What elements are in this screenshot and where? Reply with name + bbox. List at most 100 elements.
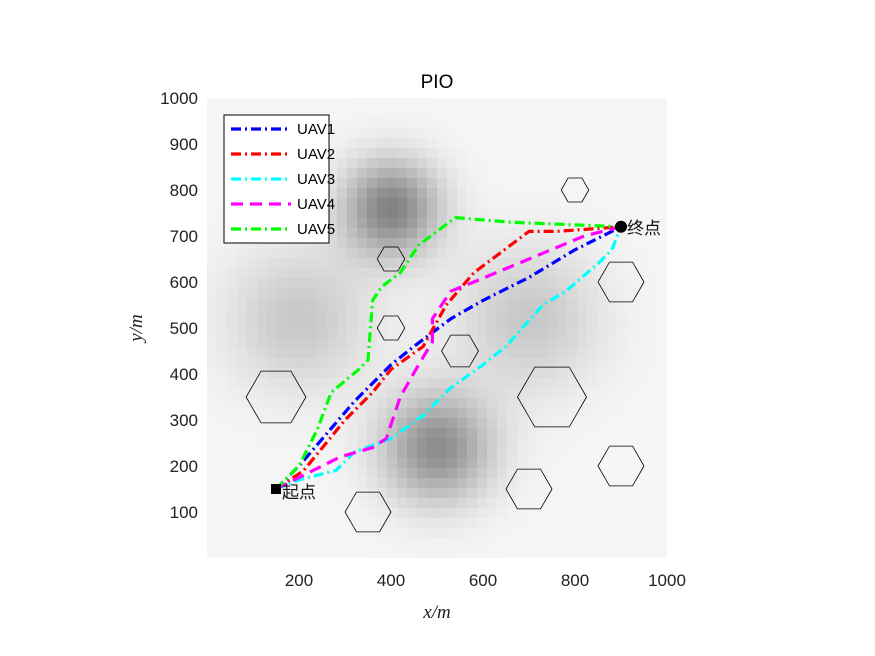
threat-cell: [237, 398, 248, 409]
threat-cell: [347, 288, 358, 299]
threat-cell: [327, 448, 338, 459]
threat-cell: [397, 368, 408, 379]
threat-cell: [447, 478, 458, 489]
threat-cell: [547, 548, 558, 558]
threat-cell: [407, 268, 418, 279]
threat-cell: [467, 328, 478, 339]
threat-cell: [577, 518, 588, 529]
threat-cell: [597, 108, 608, 119]
threat-cell: [657, 268, 667, 279]
threat-cell: [287, 458, 298, 469]
threat-cell: [347, 148, 358, 159]
threat-cell: [567, 158, 578, 169]
threat-cell: [577, 368, 588, 379]
threat-cell: [447, 508, 458, 519]
threat-cell: [317, 298, 328, 309]
threat-cell: [547, 288, 558, 299]
threat-cell: [427, 458, 438, 469]
threat-cell: [617, 108, 628, 119]
threat-cell: [417, 168, 428, 179]
threat-cell: [227, 538, 238, 549]
threat-cell: [467, 518, 478, 529]
threat-cell: [217, 158, 228, 169]
threat-cell: [337, 428, 348, 439]
threat-cell: [307, 458, 318, 469]
threat-cell: [527, 288, 538, 299]
threat-cell: [217, 518, 228, 529]
threat-cell: [227, 418, 238, 429]
threat-cell: [577, 108, 588, 119]
threat-cell: [327, 298, 338, 309]
threat-cell: [507, 168, 518, 179]
threat-cell: [487, 548, 498, 558]
threat-cell: [657, 538, 667, 549]
threat-cell: [427, 388, 438, 399]
threat-cell: [517, 408, 528, 419]
threat-cell: [367, 268, 378, 279]
threat-cell: [277, 358, 288, 369]
threat-cell: [267, 278, 278, 289]
threat-cell: [307, 538, 318, 549]
threat-cell: [637, 208, 648, 219]
threat-cell: [427, 288, 438, 299]
threat-cell: [287, 268, 298, 279]
threat-cell: [617, 168, 628, 179]
y-tick-label: 600: [170, 273, 198, 292]
threat-cell: [527, 478, 538, 489]
threat-cell: [327, 398, 338, 409]
threat-cell: [397, 428, 408, 439]
threat-cell: [537, 298, 548, 309]
threat-cell: [227, 268, 238, 279]
threat-cell: [637, 298, 648, 309]
threat-cell: [397, 508, 408, 519]
threat-cell: [477, 208, 488, 219]
threat-cell: [347, 188, 358, 199]
threat-cell: [307, 388, 318, 399]
threat-cell: [327, 208, 338, 219]
threat-cell: [267, 258, 278, 269]
threat-cell: [597, 178, 608, 189]
threat-cell: [227, 448, 238, 459]
threat-cell: [247, 478, 258, 489]
threat-cell: [377, 508, 388, 519]
threat-cell: [447, 188, 458, 199]
threat-cell: [287, 538, 298, 549]
threat-cell: [277, 438, 288, 449]
threat-cell: [577, 458, 588, 469]
threat-cell: [507, 548, 518, 558]
threat-cell: [487, 388, 498, 399]
threat-cell: [567, 468, 578, 479]
threat-cell: [467, 148, 478, 159]
threat-cell: [527, 138, 538, 149]
threat-cell: [487, 278, 498, 289]
threat-cell: [307, 508, 318, 519]
x-tick-label: 600: [469, 571, 497, 590]
threat-cell: [557, 178, 568, 189]
threat-cell: [657, 168, 667, 179]
threat-cell: [247, 528, 258, 539]
threat-cell: [357, 108, 368, 119]
threat-cell: [297, 428, 308, 439]
threat-cell: [397, 278, 408, 289]
threat-cell: [437, 378, 448, 389]
threat-cell: [487, 518, 498, 529]
threat-cell: [647, 538, 658, 549]
threat-cell: [417, 248, 428, 259]
threat-cell: [227, 528, 238, 539]
threat-cell: [497, 508, 508, 519]
threat-cell: [407, 378, 418, 389]
threat-cell: [327, 438, 338, 449]
threat-cell: [237, 548, 248, 558]
threat-cell: [487, 188, 498, 199]
threat-cell: [547, 518, 558, 529]
threat-cell: [357, 298, 368, 309]
threat-cell: [397, 208, 408, 219]
threat-cell: [587, 468, 598, 479]
threat-cell: [217, 508, 228, 519]
threat-cell: [407, 508, 418, 519]
threat-cell: [397, 238, 408, 249]
threat-cell: [207, 128, 218, 139]
threat-cell: [487, 308, 498, 319]
threat-cell: [457, 238, 468, 249]
threat-cell: [497, 248, 508, 259]
